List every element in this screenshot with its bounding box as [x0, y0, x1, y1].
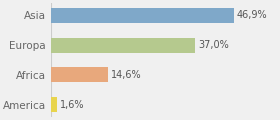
Text: 1,6%: 1,6% [60, 100, 85, 110]
Bar [51, 67, 108, 82]
Text: 46,9%: 46,9% [237, 10, 268, 20]
Text: 37,0%: 37,0% [198, 40, 229, 50]
Bar [51, 97, 57, 112]
Bar [51, 38, 195, 53]
Bar [51, 8, 234, 23]
Text: 14,6%: 14,6% [111, 70, 141, 80]
